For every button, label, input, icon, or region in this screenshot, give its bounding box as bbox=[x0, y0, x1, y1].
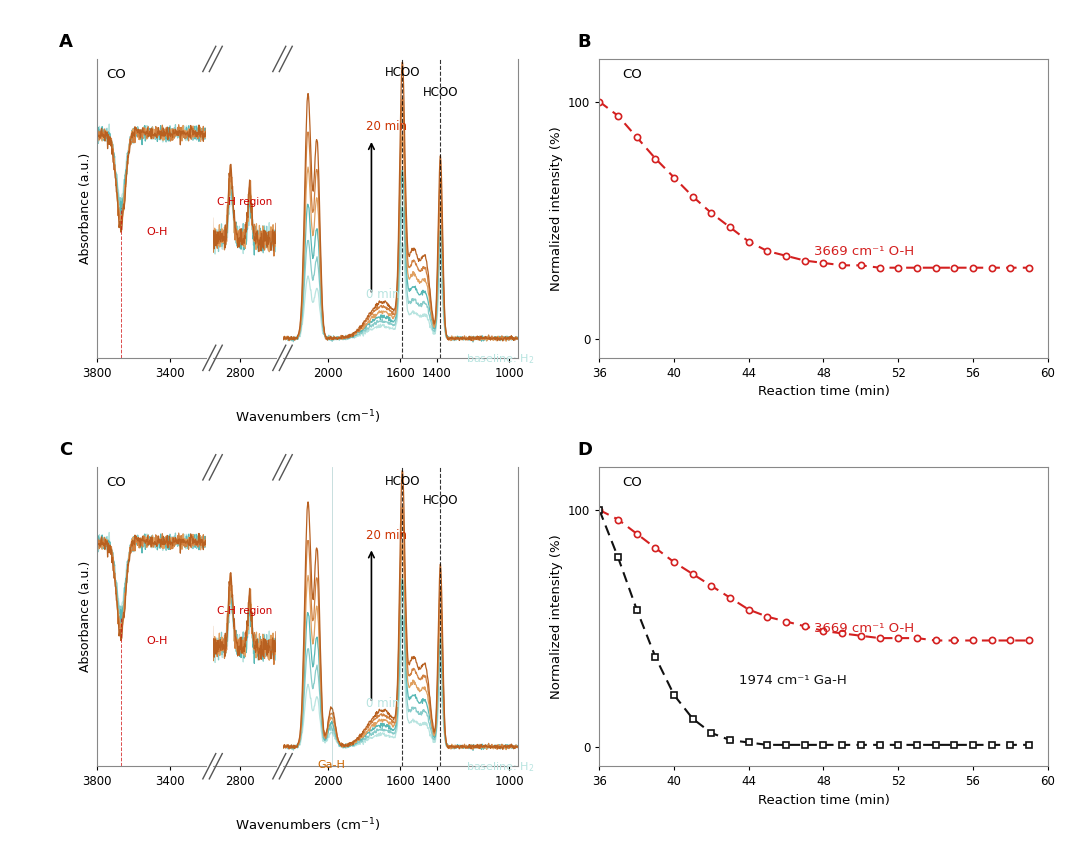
Y-axis label: Normalized intensity (%): Normalized intensity (%) bbox=[550, 126, 563, 290]
Text: CO: CO bbox=[106, 68, 125, 81]
Text: C-H region: C-H region bbox=[217, 605, 272, 616]
Text: CO: CO bbox=[106, 477, 125, 489]
Text: Ga-H: Ga-H bbox=[318, 760, 346, 770]
Text: 20 min: 20 min bbox=[366, 120, 407, 134]
Y-axis label: Absorbance (a.u.): Absorbance (a.u.) bbox=[79, 152, 92, 264]
Text: C: C bbox=[59, 441, 72, 459]
Text: O-H: O-H bbox=[147, 227, 167, 237]
Text: B: B bbox=[578, 33, 592, 51]
X-axis label: Reaction time (min): Reaction time (min) bbox=[757, 794, 890, 807]
X-axis label: Reaction time (min): Reaction time (min) bbox=[757, 386, 890, 398]
Text: baseline: H$_2$: baseline: H$_2$ bbox=[465, 352, 535, 365]
Text: 20 min: 20 min bbox=[366, 529, 407, 542]
Text: D: D bbox=[578, 441, 593, 459]
Text: HCOO: HCOO bbox=[384, 475, 420, 488]
Y-axis label: Absorbance (a.u.): Absorbance (a.u.) bbox=[79, 561, 92, 673]
Text: CO: CO bbox=[622, 477, 642, 489]
Text: HCOO: HCOO bbox=[384, 67, 420, 79]
Text: Wavenumbers (cm$^{-1}$): Wavenumbers (cm$^{-1}$) bbox=[235, 817, 380, 834]
Text: A: A bbox=[59, 33, 73, 51]
Text: 0 min: 0 min bbox=[366, 288, 400, 301]
Text: 0 min: 0 min bbox=[366, 696, 400, 710]
Text: O-H: O-H bbox=[147, 636, 167, 646]
Text: C-H region: C-H region bbox=[217, 197, 272, 207]
Text: CO: CO bbox=[622, 68, 642, 81]
Text: HCOO: HCOO bbox=[422, 86, 458, 99]
Text: Wavenumbers (cm$^{-1}$): Wavenumbers (cm$^{-1}$) bbox=[235, 408, 380, 426]
Text: HCOO: HCOO bbox=[422, 494, 458, 507]
Text: 3669 cm⁻¹ O-H: 3669 cm⁻¹ O-H bbox=[814, 244, 915, 258]
Y-axis label: Normalized intensity (%): Normalized intensity (%) bbox=[550, 535, 563, 699]
Text: 1974 cm⁻¹ Ga-H: 1974 cm⁻¹ Ga-H bbox=[740, 674, 847, 687]
Text: baseline: H$_2$: baseline: H$_2$ bbox=[465, 760, 535, 774]
Text: 3669 cm⁻¹ O-H: 3669 cm⁻¹ O-H bbox=[814, 622, 915, 635]
